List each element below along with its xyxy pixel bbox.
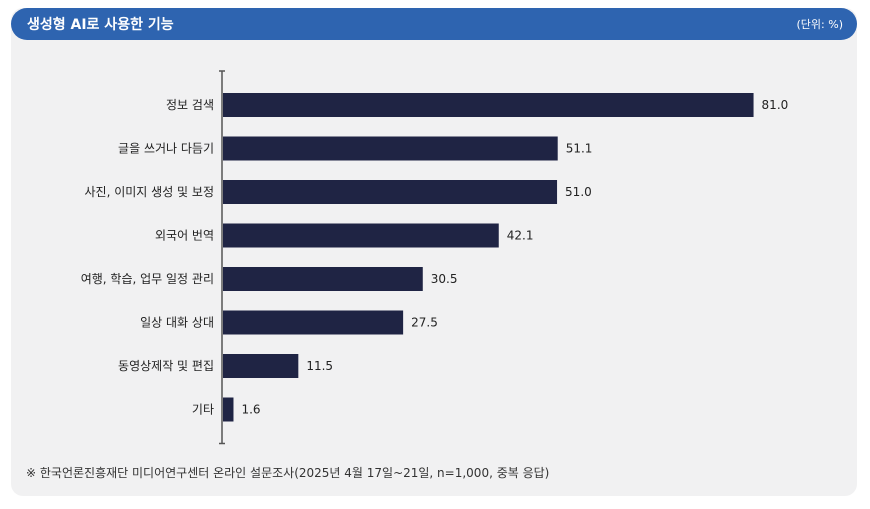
chart-header: 생성형 AI로 사용한 기능 (단위: %) bbox=[11, 8, 857, 40]
category-label: 기타 bbox=[192, 403, 214, 417]
bar bbox=[223, 93, 754, 117]
chart-panel bbox=[11, 8, 857, 496]
bar bbox=[223, 354, 299, 378]
bar bbox=[223, 310, 404, 335]
bar bbox=[223, 136, 558, 161]
bar bbox=[223, 397, 234, 422]
value-label: 81.0 bbox=[762, 98, 789, 112]
value-label: 1.6 bbox=[241, 403, 260, 417]
bar bbox=[223, 267, 423, 291]
value-label: 51.0 bbox=[565, 185, 592, 199]
value-label: 51.1 bbox=[566, 142, 593, 156]
category-label: 정보 검색 bbox=[166, 98, 214, 112]
value-label: 42.1 bbox=[507, 229, 534, 243]
category-label: 동영상제작 및 편집 bbox=[118, 359, 214, 373]
category-label: 여행, 학습, 업무 일정 관리 bbox=[81, 271, 214, 286]
bar bbox=[223, 180, 558, 204]
bar bbox=[223, 223, 499, 248]
source-footnote: ※ 한국언론진흥재단 미디어연구센터 온라인 설문조사(2025년 4월 17일… bbox=[26, 466, 550, 480]
chart-title: 생성형 AI로 사용한 기능 bbox=[27, 17, 174, 33]
value-label: 27.5 bbox=[411, 316, 438, 330]
unit-label: (단위: %) bbox=[796, 18, 843, 31]
value-label: 11.5 bbox=[306, 359, 333, 373]
value-label: 30.5 bbox=[431, 272, 458, 286]
category-label: 일상 대화 상대 bbox=[140, 316, 214, 330]
category-label: 외국어 번역 bbox=[155, 229, 214, 243]
category-label: 글을 쓰거나 다듬기 bbox=[118, 142, 214, 156]
category-label: 사진, 이미지 생성 및 보정 bbox=[85, 185, 214, 199]
